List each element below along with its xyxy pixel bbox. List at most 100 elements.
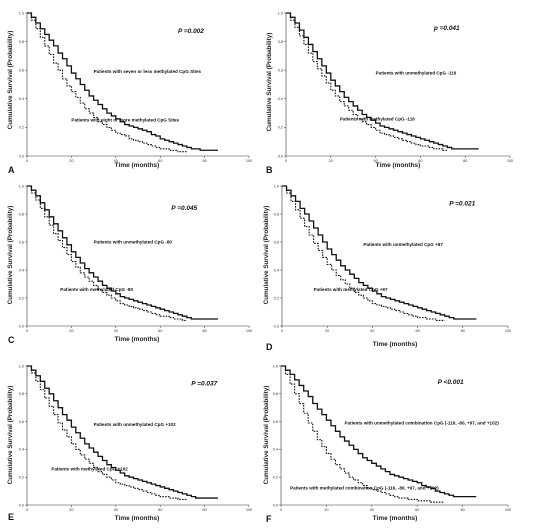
y-tick-label: 0.2: [278, 126, 283, 130]
survival-curve-dashed: [27, 365, 187, 500]
survival-curve-solid: [27, 185, 218, 320]
x-axis-title: Time (months): [115, 336, 160, 343]
x-tick-label: 80: [463, 159, 467, 163]
p-value-label: P =0.045: [171, 205, 197, 212]
x-tick-label: 40: [114, 508, 118, 512]
y-tick-label: 1.0: [273, 364, 278, 368]
y-tick-label: 0.4: [19, 268, 24, 272]
y-tick-label: 0.8: [273, 392, 278, 396]
y-tick-label: 0.6: [278, 69, 283, 73]
survival-curve-solid: [281, 365, 477, 498]
p-value-label: P =0.021: [449, 201, 475, 208]
survival-curve-dashed: [281, 365, 445, 503]
x-tick-label: 0: [281, 329, 283, 333]
y-tick-label: 0.6: [274, 240, 279, 244]
x-tick-label: 80: [460, 508, 464, 512]
y-tick-label: 0.2: [19, 476, 24, 480]
x-tick-label: 0: [280, 508, 282, 512]
panel-letter: E: [8, 512, 14, 522]
y-axis-title: Cumulative Survival (Probability): [263, 206, 270, 305]
km-panel-a: 0.0 0.2 0.4 0.6 0.8 1.0 0 20 40 60 80 100 Cumulative…: [7, 11, 252, 175]
x-tick-label: 0: [26, 329, 28, 333]
panel-letter: F: [266, 514, 272, 524]
x-tick-label: 60: [418, 159, 422, 163]
annotation-lower-curve: Patients with methylated combination CpG…: [290, 486, 439, 491]
survival-curve-solid: [282, 185, 477, 320]
km-panel-e: 0.0 0.2 0.4 0.6 0.8 1.0 0 20 40 60 80 100 Cumulative…: [7, 364, 252, 522]
x-tick-label: 100: [246, 159, 252, 163]
x-tick-label: 60: [415, 329, 419, 333]
x-tick-label: 80: [202, 329, 206, 333]
y-tick-label: 0.2: [274, 296, 279, 300]
x-axis-title: Time (months): [373, 515, 418, 522]
y-tick-label: 0.0: [278, 154, 283, 158]
survival-curve-dashed: [27, 185, 187, 321]
x-tick-label: 0: [26, 508, 28, 512]
y-tick-label: 0.8: [278, 40, 283, 44]
annotation-upper-curve: Patients with unmethylated combination C…: [345, 420, 500, 425]
y-tick-label: 0.4: [19, 448, 24, 452]
x-tick-label: 100: [505, 508, 511, 512]
y-tick-label: 0.6: [19, 69, 24, 73]
p-value-label: P =0.037: [191, 380, 217, 387]
x-axis-title: Time (months): [115, 162, 160, 169]
y-axis-title: Cumulative Survival (Probability): [266, 33, 273, 132]
x-tick-label: 20: [69, 329, 73, 333]
y-axis-title: Cumulative Survival (Probability): [7, 386, 14, 485]
annotation-lower-curve: Patients with eight or more methylated C…: [71, 118, 179, 123]
survival-curve-dashed: [27, 12, 187, 153]
annotation-upper-curve: Patients with unmethylated CpG +97: [363, 242, 443, 247]
annotation-upper-curve: Patients with unmethylated CpG -80: [94, 239, 173, 244]
y-tick-label: 0.4: [274, 268, 279, 272]
km-panel-b: 0.0 0.2 0.4 0.6 0.8 1.0 0 20 40 60 80 100 Cumulative…: [266, 11, 513, 175]
p-value-label: P =0.002: [178, 28, 204, 35]
annotation-lower-curve: Patients with methylated CpG +97: [314, 287, 388, 292]
y-tick-label: 1.0: [19, 11, 24, 15]
y-tick-label: 0.8: [19, 40, 24, 44]
x-tick-label: 40: [373, 159, 377, 163]
x-tick-label: 100: [505, 329, 511, 333]
y-tick-label: 0.0: [19, 324, 24, 328]
x-tick-label: 60: [158, 329, 162, 333]
km-panel-c: 0.0 0.2 0.4 0.6 0.8 1.0 0 20 40 60 80 100 Cumulative…: [7, 184, 252, 345]
p-value-label: P <0.001: [438, 379, 464, 386]
annotation-upper-curve: Patients with unmethylated CpG +102: [94, 422, 177, 427]
p-value-label: p =0.041: [433, 25, 460, 32]
y-tick-label: 0.6: [19, 240, 24, 244]
x-tick-label: 20: [329, 159, 333, 163]
x-tick-label: 20: [69, 159, 73, 163]
y-tick-label: 0.6: [19, 420, 24, 424]
panel-letter: C: [8, 335, 15, 345]
x-tick-label: 100: [246, 329, 252, 333]
x-tick-label: 60: [158, 159, 162, 163]
panel-letter: D: [266, 342, 273, 352]
panel-letter: A: [8, 165, 15, 175]
y-tick-label: 0.0: [19, 154, 24, 158]
annotation-lower-curve: Patients with methylated CpG -80: [60, 287, 133, 292]
y-tick-label: 1.0: [19, 364, 24, 368]
y-axis-title: Cumulative Survival (Probability): [7, 31, 14, 130]
x-axis-title: Time (months): [376, 162, 421, 169]
x-tick-label: 80: [202, 508, 206, 512]
y-tick-label: 0.0: [19, 503, 24, 507]
x-tick-label: 40: [370, 508, 374, 512]
x-tick-label: 20: [324, 508, 328, 512]
annotation-lower-curve: Patients with methylated CpG -116: [340, 116, 415, 121]
survival-curve-solid: [286, 12, 479, 150]
y-tick-label: 0.2: [19, 126, 24, 130]
y-tick-label: 0.8: [19, 392, 24, 396]
survival-curve-dashed: [286, 12, 448, 151]
x-tick-label: 80: [461, 329, 465, 333]
x-tick-label: 60: [415, 508, 419, 512]
x-tick-label: 60: [158, 508, 162, 512]
y-tick-label: 0.4: [273, 448, 278, 452]
km-panel-d: 0.0 0.2 0.4 0.6 0.8 1.0 0 20 40 60 80 100 Cumulative…: [263, 184, 511, 352]
x-tick-label: 40: [114, 159, 118, 163]
survival-curve-dashed: [282, 185, 445, 321]
y-tick-label: 0.6: [273, 420, 278, 424]
y-tick-label: 1.0: [278, 11, 283, 15]
y-axis-title: Cumulative Survival (Probability): [7, 206, 14, 305]
x-tick-label: 40: [370, 329, 374, 333]
survival-curve-solid: [27, 12, 218, 151]
